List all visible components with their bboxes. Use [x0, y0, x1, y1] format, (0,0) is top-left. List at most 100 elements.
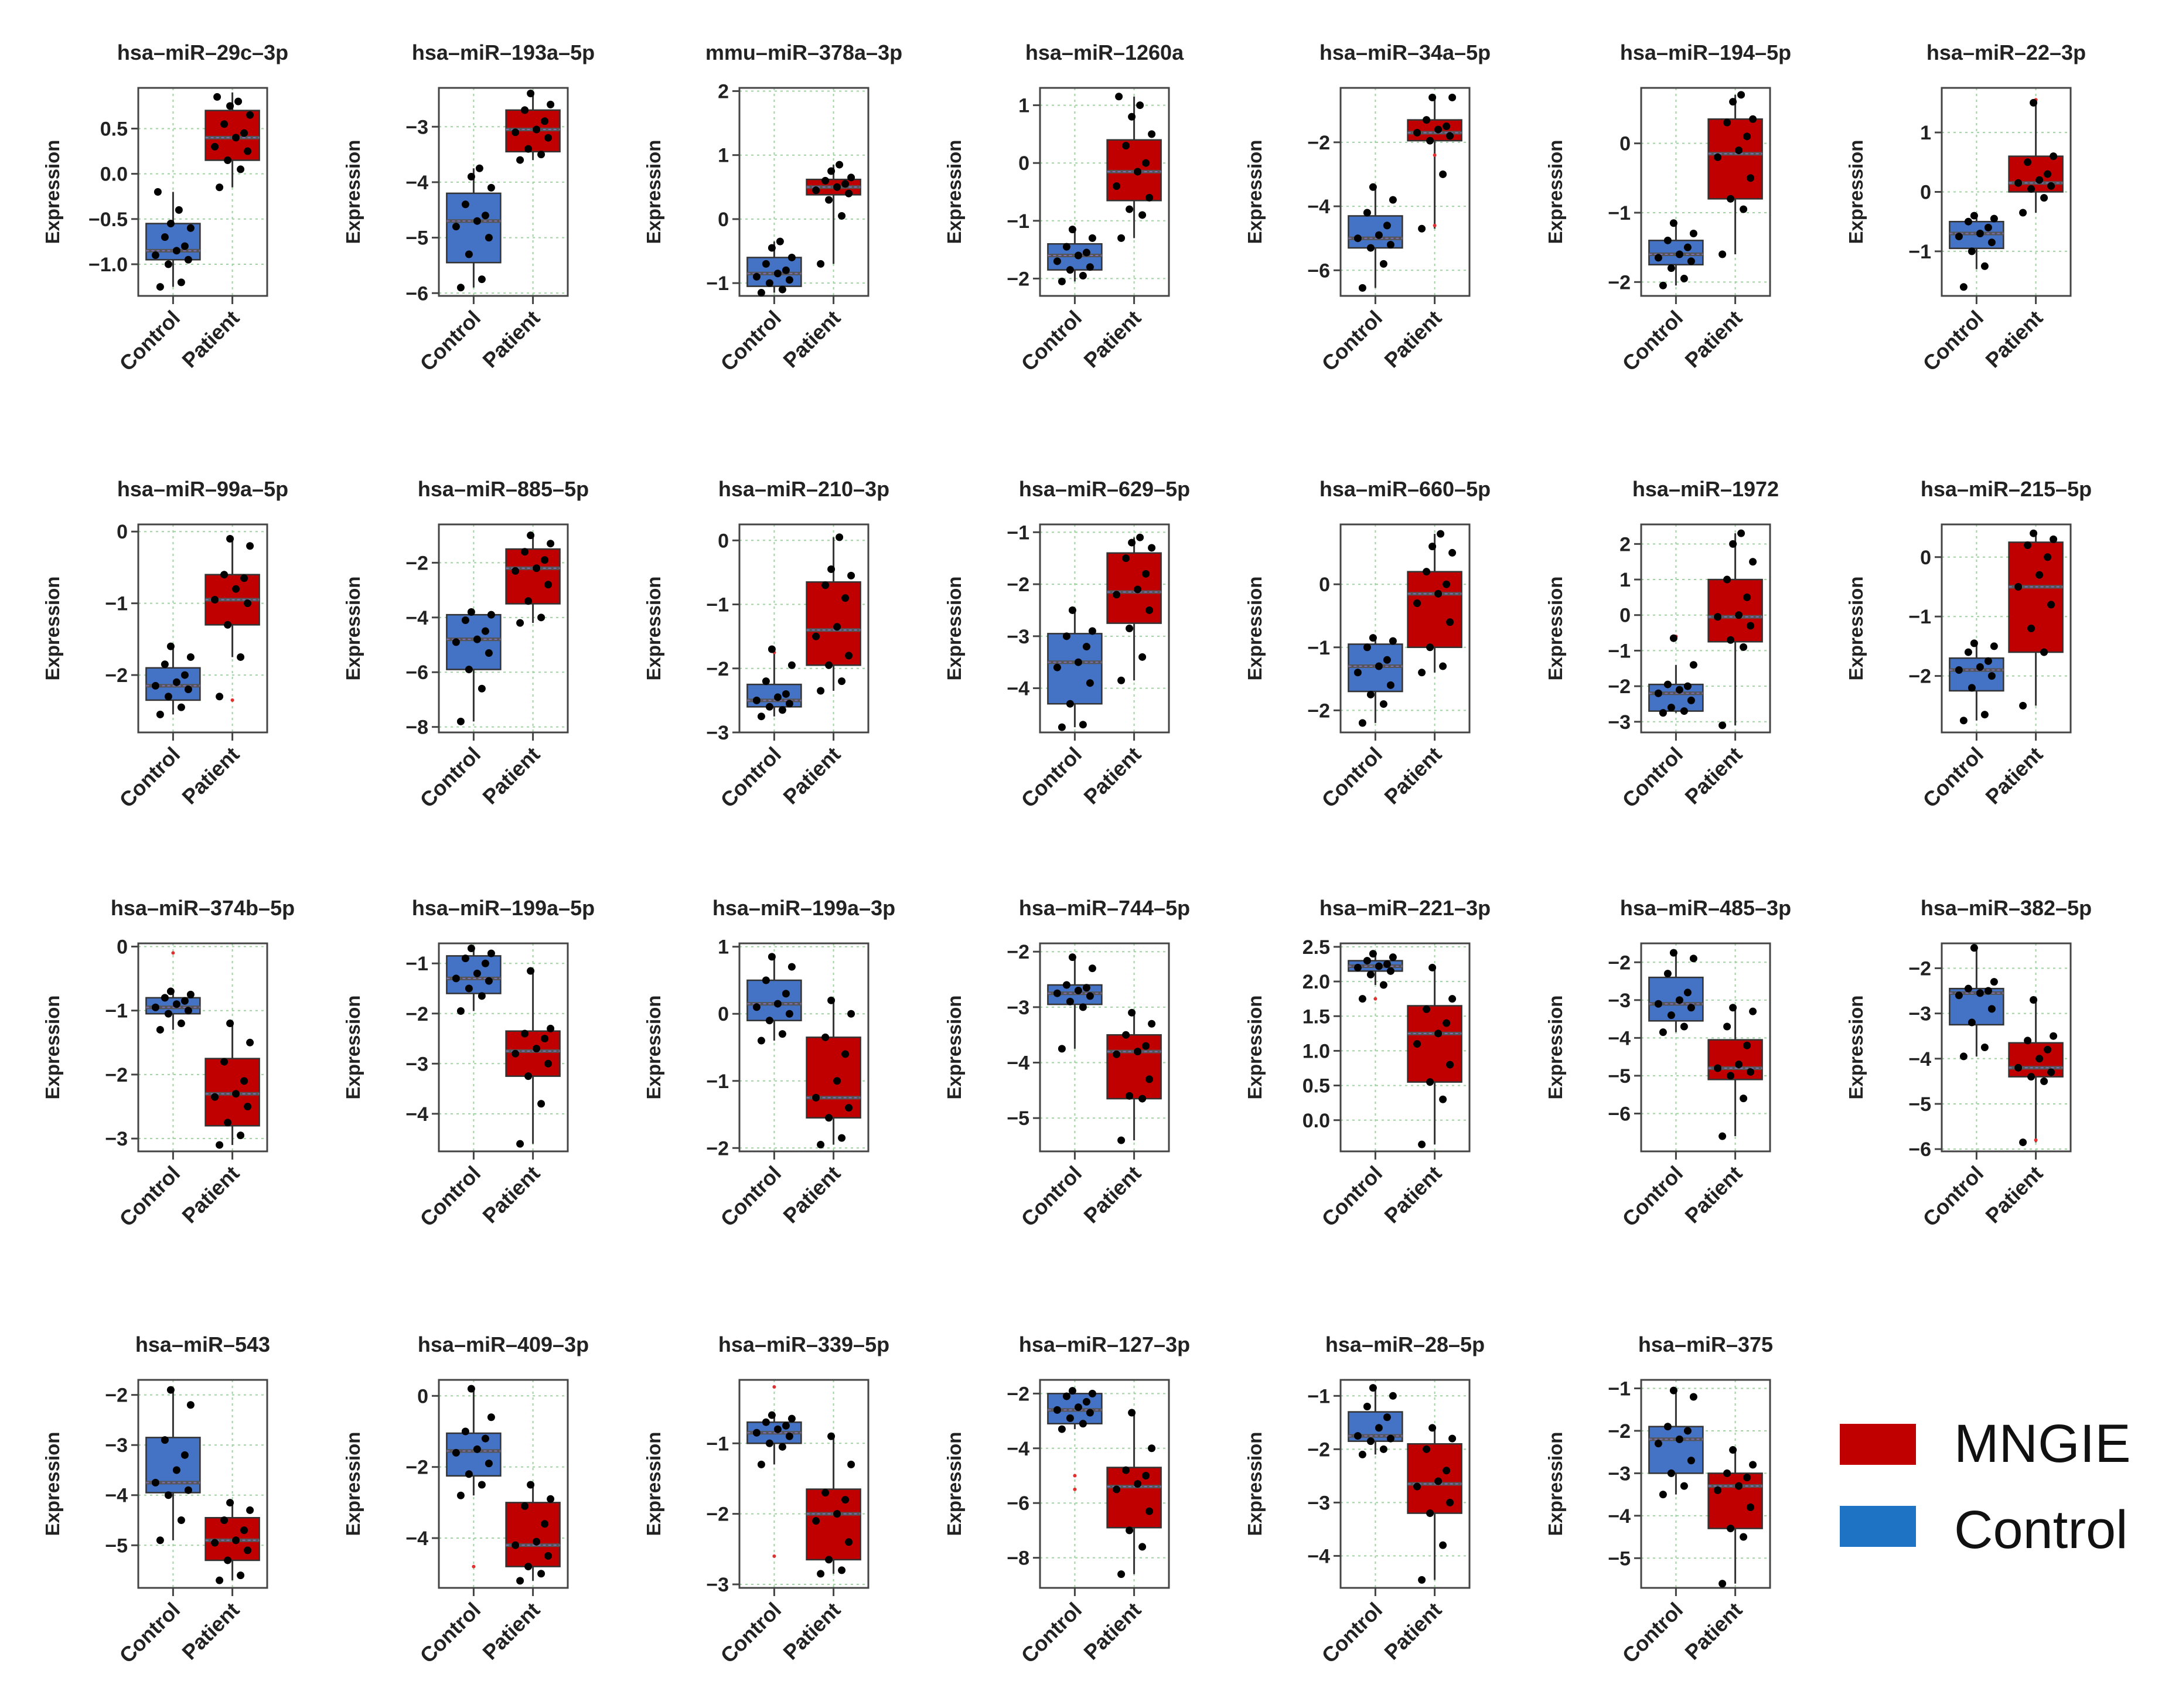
box-patient — [806, 1037, 861, 1119]
data-point — [1669, 949, 1677, 957]
ytick-label: −4 — [1307, 196, 1330, 218]
y-axis-label: Expression — [1544, 996, 1566, 1100]
ytick-label: 2 — [718, 80, 729, 103]
data-point — [1138, 1543, 1147, 1551]
data-point — [1423, 568, 1431, 576]
data-point — [833, 1510, 841, 1518]
data-point — [1358, 284, 1366, 292]
data-point — [1743, 132, 1751, 141]
ytick-label: −1 — [105, 593, 128, 615]
panel-title: hsa–miR–543 — [135, 1332, 270, 1356]
outlier-point — [1373, 997, 1377, 1001]
data-point — [1729, 1004, 1737, 1012]
data-point — [1680, 1022, 1688, 1031]
data-point — [1117, 676, 1126, 684]
ytick-label: −1.0 — [88, 254, 128, 276]
data-point — [1426, 137, 1434, 145]
data-point — [216, 693, 224, 701]
outlier-point — [2034, 1138, 2038, 1142]
plot-frame — [137, 942, 268, 1153]
data-point — [1718, 721, 1727, 729]
data-point — [812, 1093, 820, 1102]
data-point — [1126, 205, 1134, 213]
panel-title: hsa–miR–22–3p — [1927, 40, 2086, 64]
data-point — [473, 217, 481, 225]
ytick-label: −2 — [1908, 666, 1931, 688]
box-patient — [1407, 571, 1462, 649]
panel-title: mmu–miR–378a–3p — [705, 40, 902, 64]
data-point — [1980, 711, 1989, 719]
data-point — [1074, 658, 1082, 666]
data-point — [1426, 1078, 1434, 1086]
data-point — [1667, 704, 1675, 712]
ytick-label: −3 — [405, 1053, 428, 1075]
data-point — [1446, 132, 1454, 140]
xtick-label-control: Control — [1918, 742, 1988, 812]
data-point — [1053, 663, 1061, 671]
data-point — [787, 661, 796, 669]
data-point — [1369, 950, 1377, 958]
legend-label-mngie: MNGIE — [1954, 1414, 2131, 1474]
data-point — [1386, 681, 1394, 689]
plot-frame — [738, 942, 870, 1153]
ytick-label: 2.0 — [1302, 971, 1330, 993]
data-point — [478, 992, 486, 1000]
xtick-label-patient: Patient — [1379, 306, 1446, 373]
data-point — [1663, 1423, 1672, 1431]
xtick-label-patient: Patient — [177, 1598, 244, 1665]
data-point — [1443, 122, 1451, 131]
data-point — [1379, 700, 1387, 708]
data-point — [485, 1460, 493, 1468]
box-patient — [1106, 1034, 1162, 1100]
data-point — [1383, 960, 1391, 968]
ytick-label: 0 — [1319, 574, 1330, 596]
data-point — [1955, 991, 1963, 1000]
data-point — [2044, 1045, 2052, 1054]
data-point — [757, 1460, 765, 1468]
data-point — [1389, 1392, 1397, 1400]
ytick-label: −1 — [706, 1071, 729, 1093]
data-point — [1363, 643, 1371, 652]
data-point — [1353, 963, 1362, 971]
data-point — [1128, 1008, 1136, 1017]
data-point — [2044, 553, 2052, 561]
data-point — [1126, 1092, 1134, 1100]
panel-title: hsa–miR–339–5p — [718, 1332, 889, 1356]
data-point — [1747, 622, 1755, 630]
data-point — [237, 165, 245, 173]
ytick-label: −4 — [1608, 1027, 1631, 1049]
ytick-label: −2 — [1608, 1420, 1631, 1443]
data-point — [544, 1059, 553, 1068]
y-axis-label: Expression — [342, 577, 364, 681]
ytick-label: 0 — [417, 1385, 428, 1407]
data-point — [821, 176, 830, 185]
data-point — [516, 619, 524, 627]
data-point — [516, 156, 524, 164]
xtick-label-control: Control — [716, 1161, 786, 1231]
data-point — [1735, 146, 1743, 154]
ytick-label: −2 — [1307, 132, 1330, 154]
plot-frame — [1039, 87, 1170, 297]
ytick-label: −1 — [1007, 210, 1029, 233]
data-point — [1714, 613, 1722, 621]
data-point — [1727, 1525, 1735, 1533]
data-point — [2030, 529, 2038, 537]
data-point — [465, 250, 473, 258]
data-point — [186, 653, 195, 661]
data-point — [1428, 963, 1437, 971]
data-point — [785, 1010, 793, 1018]
ytick-label: 0.5 — [1302, 1075, 1330, 1097]
panel-title: hsa–miR–193a–5p — [412, 40, 595, 64]
ytick-label: −5 — [1007, 1107, 1029, 1130]
data-point — [812, 632, 820, 640]
data-point — [2050, 152, 2058, 161]
data-point — [841, 1050, 850, 1058]
ytick-label: −1 — [1608, 1378, 1631, 1400]
data-point — [537, 613, 545, 622]
data-point — [452, 974, 460, 983]
